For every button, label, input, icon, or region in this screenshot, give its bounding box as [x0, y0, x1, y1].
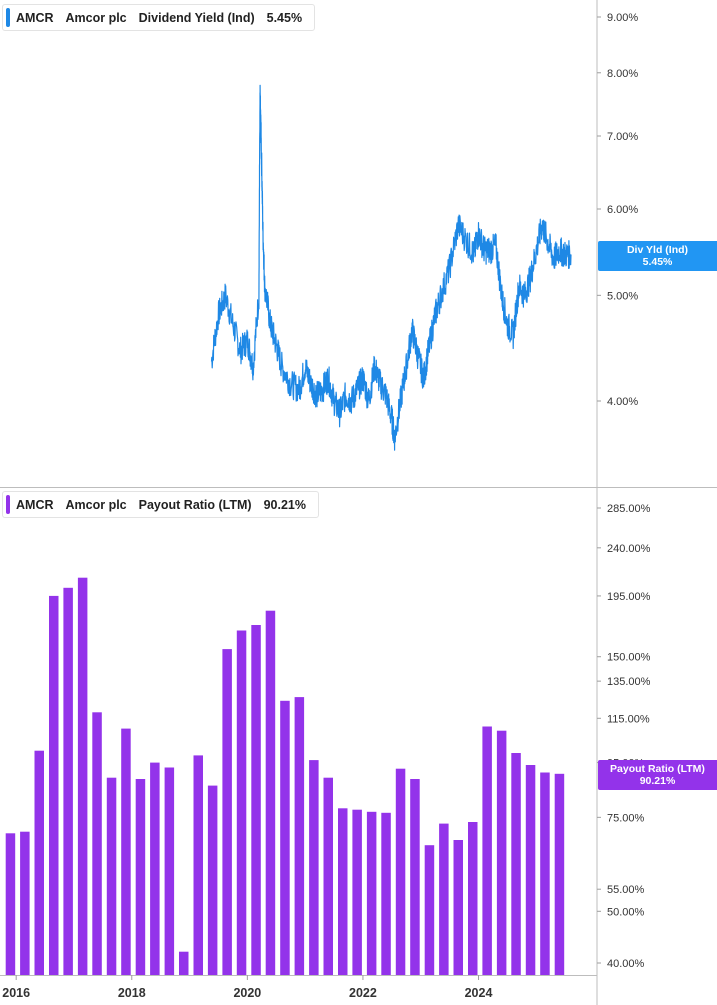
- payout-y-tick-label: 240.00%: [607, 543, 651, 555]
- payout-bar: [381, 812, 391, 975]
- payout-bar: [193, 755, 203, 975]
- yield-y-tick-label: 6.00%: [607, 204, 638, 216]
- legend-ticker: AMCR: [16, 10, 54, 25]
- payout-bar: [453, 840, 463, 975]
- payout-bar: [236, 630, 247, 975]
- payout-bar: [424, 845, 435, 975]
- payout-y-tick-label: 75.00%: [607, 812, 645, 824]
- payout-bar: [525, 765, 536, 975]
- payout-bar: [496, 730, 507, 975]
- legend-color-swatch: [6, 495, 10, 514]
- yield-y-tick-label: 8.00%: [607, 68, 638, 80]
- payout-bar: [294, 697, 305, 975]
- payout-bar: [20, 831, 30, 975]
- payout-y-tick-label: 115.00%: [607, 713, 650, 725]
- badge-value: 90.21%: [639, 775, 676, 787]
- payout-bar: [63, 587, 73, 975]
- payout-bar: [222, 649, 232, 975]
- payout-bar: [34, 750, 44, 975]
- x-tick-label: 2024: [465, 986, 493, 1000]
- legend-company: Amcor plc: [65, 10, 127, 25]
- dividend-yield-legend[interactable]: AMCR Amcor plc Dividend Yield (Ind) 5.45…: [2, 4, 316, 31]
- payout-bar: [410, 779, 420, 975]
- legend-company: Amcor plc: [65, 497, 127, 512]
- x-tick-label: 2016: [2, 986, 30, 1000]
- payout-bar: [164, 767, 175, 975]
- payout-bar: [540, 772, 550, 975]
- payout-bar: [5, 833, 16, 975]
- legend-metric: Dividend Yield (Ind): [138, 10, 255, 25]
- payout-y-tick-label: 50.00%: [607, 906, 645, 918]
- yield-y-tick-label: 7.00%: [607, 131, 638, 143]
- legend-metric: Payout Ratio (LTM): [138, 497, 252, 512]
- badge-value: 5.45%: [642, 256, 673, 268]
- payout-y-tick-label: 195.00%: [607, 591, 651, 603]
- yield-y-tick-label: 5.00%: [607, 290, 638, 302]
- payout-bar: [135, 779, 146, 975]
- payout-y-tick-label: 285.00%: [607, 503, 651, 515]
- payout-y-tick-label: 40.00%: [607, 958, 645, 970]
- payout-bar: [150, 762, 160, 975]
- x-tick-label: 2020: [233, 986, 261, 1000]
- payout-bar: [468, 822, 478, 975]
- payout-y-tick-label: 135.00%: [607, 676, 651, 688]
- payout-bar: [77, 577, 88, 975]
- dividend-yield-line: [210, 84, 572, 451]
- payout-bar: [121, 728, 131, 975]
- payout-bar: [366, 811, 377, 975]
- payout-bar: [179, 951, 189, 975]
- legend-value: 90.21%: [263, 497, 306, 512]
- payout-bar: [207, 785, 218, 975]
- payout-y-tick-label: 150.00%: [607, 652, 651, 664]
- payout-y-tick-label: 55.00%: [607, 884, 645, 896]
- payout-bar: [511, 753, 521, 975]
- badge-label: Payout Ratio (LTM): [610, 763, 705, 775]
- payout-bar: [280, 700, 290, 975]
- payout-bar: [309, 760, 319, 975]
- x-tick-label: 2022: [349, 986, 377, 1000]
- legend-ticker: AMCR: [16, 497, 54, 512]
- payout-bar: [439, 823, 449, 975]
- legend-value: 5.45%: [266, 10, 303, 25]
- payout-ratio-legend[interactable]: AMCR Amcor plc Payout Ratio (LTM) 90.21%: [2, 491, 319, 518]
- payout-bar: [352, 809, 362, 975]
- legend-color-swatch: [6, 8, 10, 27]
- badge-label: Div Yld (Ind): [626, 244, 689, 256]
- payout-bar: [92, 712, 102, 975]
- x-tick-label: 2018: [118, 986, 146, 1000]
- payout-bar: [323, 777, 333, 975]
- payout-bar: [49, 595, 59, 975]
- yield-y-tick-label: 4.00%: [607, 396, 638, 408]
- payout-bar: [251, 625, 261, 975]
- payout-bar: [395, 768, 406, 975]
- payout-bar: [106, 777, 117, 975]
- yield-y-tick-label: 9.00%: [607, 12, 638, 24]
- dividend-yield-value-badge: Div Yld (Ind) 5.45%: [598, 241, 717, 271]
- payout-ratio-value-badge: Payout Ratio (LTM) 90.21%: [598, 760, 717, 790]
- payout-bar: [338, 808, 348, 975]
- payout-bar: [482, 726, 492, 975]
- payout-bar: [265, 610, 276, 975]
- payout-bar: [554, 773, 565, 975]
